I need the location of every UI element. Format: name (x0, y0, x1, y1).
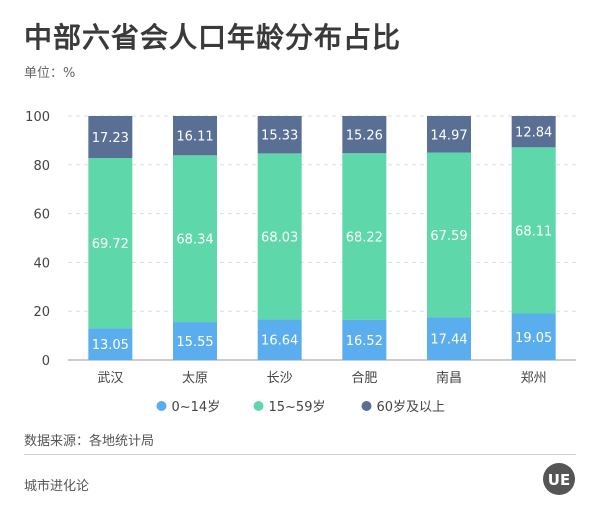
bar-segment (342, 153, 387, 320)
data-label: 14.97 (430, 128, 467, 143)
logo-text: UE (548, 471, 570, 489)
bar-segment (88, 158, 133, 329)
x-tick-label: 太原 (182, 371, 208, 386)
data-label: 15.55 (176, 335, 213, 350)
data-label: 69.72 (92, 237, 129, 252)
y-tick-label: 40 (33, 256, 50, 271)
data-label: 15.33 (261, 129, 298, 144)
footer-divider (24, 454, 576, 455)
bar-segment (257, 319, 302, 360)
legend-marker (361, 401, 372, 411)
bar-segment (88, 328, 133, 360)
y-tick-label: 0 (42, 354, 50, 369)
bar-segment (511, 313, 556, 360)
x-tick-label: 郑州 (521, 371, 547, 386)
y-tick-label: 100 (25, 110, 50, 125)
data-label: 15.26 (346, 129, 383, 144)
bar-segment (88, 116, 133, 159)
bar-segment (257, 116, 302, 154)
bar-segment (427, 317, 471, 360)
data-label: 16.64 (261, 334, 298, 349)
legend-label: 0~14岁 (172, 400, 221, 415)
data-label: 17.23 (92, 131, 129, 146)
bar-segment (427, 152, 471, 318)
bar-segment (173, 116, 217, 156)
legend-label: 60岁及以上 (377, 400, 446, 415)
bar-segment (342, 116, 387, 154)
x-tick-label: 长沙 (267, 371, 293, 386)
data-label: 68.03 (261, 230, 298, 245)
bar-segment (511, 147, 556, 314)
bar-segment (173, 322, 217, 360)
y-tick-label: 80 (33, 159, 50, 174)
bar-segment (427, 116, 471, 153)
data-label: 68.34 (176, 233, 213, 248)
x-tick-label: 南昌 (436, 370, 462, 386)
x-tick-label: 武汉 (97, 371, 123, 386)
x-tick-label: 合肥 (351, 371, 377, 386)
brand-name: 城市进化论 (24, 479, 90, 494)
data-label: 19.05 (515, 331, 552, 346)
data-label: 16.11 (176, 130, 213, 145)
data-label: 67.59 (430, 229, 467, 244)
y-tick-label: 60 (33, 208, 50, 223)
unit-label: 单位：% (24, 66, 76, 81)
legend-marker (156, 401, 167, 411)
stacked-bar-chart: 0 20 40 60 80 100 13.05 69.72 17.23 武汉 15.55 68.34 1… (25, 110, 576, 415)
data-label: 13.05 (92, 338, 129, 353)
legend-label: 15~59岁 (269, 400, 326, 415)
chart-title: 中部六省会人口年龄分布占比 (24, 21, 402, 54)
bar-segment (342, 319, 387, 360)
bar-segment (511, 116, 556, 148)
bar-segment (257, 153, 302, 320)
brand-logo: UE (543, 463, 575, 495)
data-label: 12.84 (515, 126, 552, 141)
data-label: 17.44 (430, 333, 467, 348)
data-label: 68.11 (515, 224, 552, 239)
data-label: 16.52 (346, 334, 383, 349)
data-label: 68.22 (346, 230, 383, 245)
y-tick-label: 20 (33, 305, 50, 320)
legend-marker (253, 401, 264, 411)
bar-segment (173, 155, 217, 323)
data-source: 数据来源：各地统计局 (24, 434, 155, 449)
